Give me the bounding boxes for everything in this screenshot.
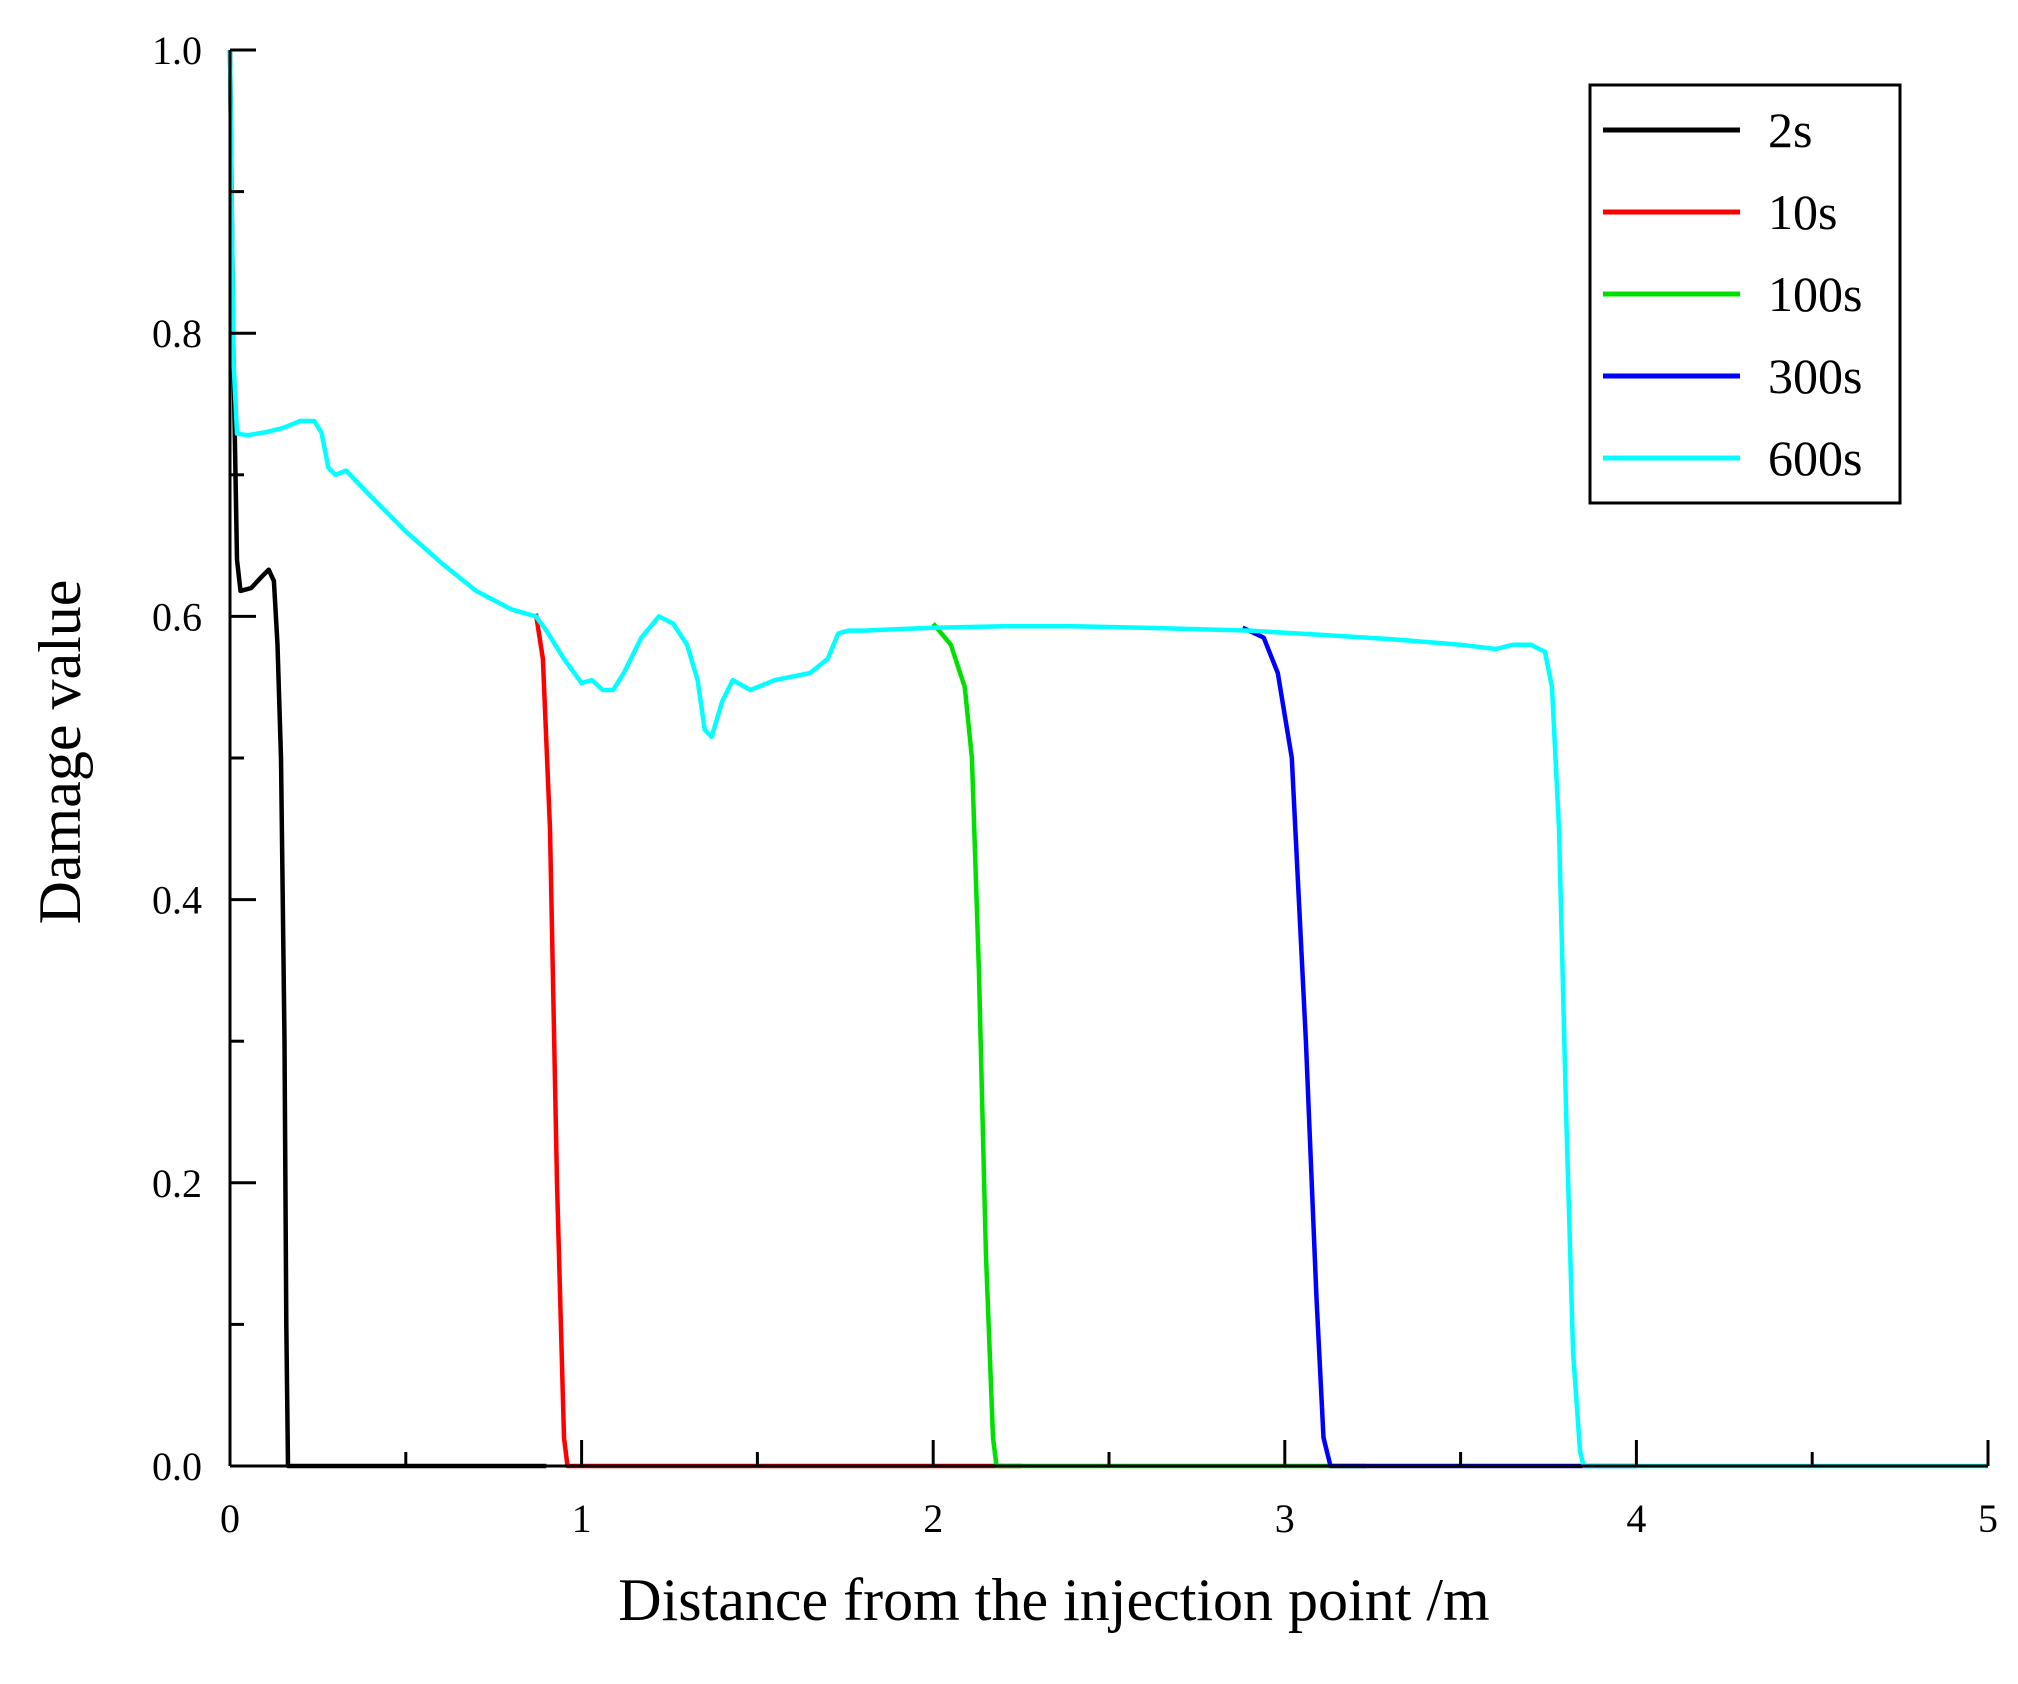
series-line-10s [533,613,1022,1469]
x-tick-label: 1 [572,1496,592,1541]
series-line-600s [227,49,1988,1469]
legend-label-300s: 300s [1768,348,1862,404]
legend-label-600s: 600s [1768,430,1862,486]
series-layer [227,49,1988,1469]
y-tick-label: 0.2 [152,1161,202,1206]
axes [228,48,1990,1468]
x-tick-label: 2 [923,1496,943,1541]
x-tick-label: 4 [1626,1496,1646,1541]
legend-entries: 2s 10s 100s 300s 600s [1603,102,1862,486]
legend-label-2s: 2s [1768,102,1812,158]
y-tick-label: 0.0 [152,1444,202,1489]
x-tick-label: 3 [1275,1496,1295,1541]
legend-label-10s: 10s [1768,184,1837,240]
x-tick-label: 0 [220,1496,240,1541]
series-line-100s [931,622,1366,1469]
series-line-2s [227,49,547,1469]
legend-label-100s: 100s [1768,266,1862,322]
y-tick-label: 0.4 [152,878,202,923]
tick-labels: 0 1 2 3 4 5 0.0 0.2 0.4 0.6 0.8 1.0 [152,28,1998,1541]
legend: 2s 10s 100s 300s 600s [1588,83,1902,505]
series-line-300s [1241,625,1637,1469]
y-axis-title: Damage value [27,580,93,925]
x-tick-label: 5 [1978,1496,1998,1541]
y-tick-label: 1.0 [152,28,202,73]
x-axis-title: Distance from the injection point /m [618,1567,1489,1633]
y-tick-label: 0.6 [152,594,202,639]
y-tick-label: 0.8 [152,311,202,356]
